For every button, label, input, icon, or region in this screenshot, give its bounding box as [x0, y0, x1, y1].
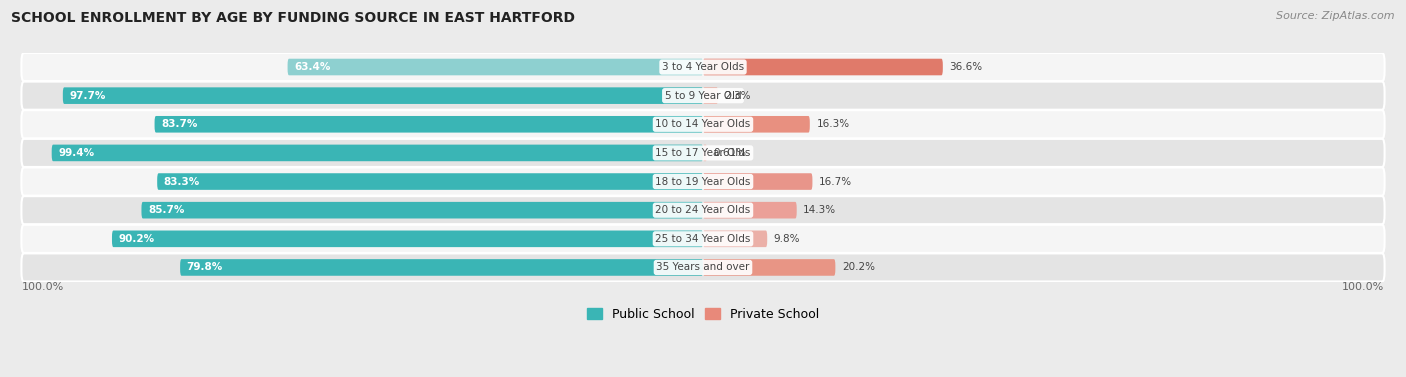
- FancyBboxPatch shape: [703, 87, 718, 104]
- FancyBboxPatch shape: [21, 167, 1385, 196]
- Text: SCHOOL ENROLLMENT BY AGE BY FUNDING SOURCE IN EAST HARTFORD: SCHOOL ENROLLMENT BY AGE BY FUNDING SOUR…: [11, 11, 575, 25]
- FancyBboxPatch shape: [21, 139, 1385, 167]
- Text: 16.3%: 16.3%: [817, 119, 849, 129]
- Text: 85.7%: 85.7%: [148, 205, 184, 215]
- Text: 18 to 19 Year Olds: 18 to 19 Year Olds: [655, 176, 751, 187]
- Text: 63.4%: 63.4%: [294, 62, 330, 72]
- Text: 90.2%: 90.2%: [118, 234, 155, 244]
- FancyBboxPatch shape: [63, 87, 703, 104]
- FancyBboxPatch shape: [52, 145, 703, 161]
- Text: 20 to 24 Year Olds: 20 to 24 Year Olds: [655, 205, 751, 215]
- FancyBboxPatch shape: [703, 59, 943, 75]
- FancyBboxPatch shape: [112, 230, 703, 247]
- FancyBboxPatch shape: [21, 225, 1385, 253]
- Text: 36.6%: 36.6%: [949, 62, 983, 72]
- FancyBboxPatch shape: [288, 59, 703, 75]
- Text: 97.7%: 97.7%: [69, 90, 105, 101]
- Text: 14.3%: 14.3%: [803, 205, 837, 215]
- FancyBboxPatch shape: [703, 145, 707, 161]
- FancyBboxPatch shape: [703, 259, 835, 276]
- Text: 0.61%: 0.61%: [714, 148, 747, 158]
- Text: 99.4%: 99.4%: [58, 148, 94, 158]
- FancyBboxPatch shape: [703, 116, 810, 133]
- Legend: Public School, Private School: Public School, Private School: [582, 303, 824, 326]
- FancyBboxPatch shape: [703, 230, 768, 247]
- FancyBboxPatch shape: [21, 253, 1385, 282]
- Text: 20.2%: 20.2%: [842, 262, 875, 273]
- FancyBboxPatch shape: [21, 53, 1385, 81]
- Text: Source: ZipAtlas.com: Source: ZipAtlas.com: [1277, 11, 1395, 21]
- FancyBboxPatch shape: [703, 173, 813, 190]
- Text: 100.0%: 100.0%: [21, 282, 63, 292]
- FancyBboxPatch shape: [180, 259, 703, 276]
- Text: 2.3%: 2.3%: [724, 90, 751, 101]
- FancyBboxPatch shape: [703, 202, 797, 219]
- Text: 25 to 34 Year Olds: 25 to 34 Year Olds: [655, 234, 751, 244]
- FancyBboxPatch shape: [155, 116, 703, 133]
- FancyBboxPatch shape: [21, 110, 1385, 138]
- FancyBboxPatch shape: [21, 196, 1385, 224]
- Text: 9.8%: 9.8%: [773, 234, 800, 244]
- Text: 5 to 9 Year Old: 5 to 9 Year Old: [665, 90, 741, 101]
- Text: 35 Years and over: 35 Years and over: [657, 262, 749, 273]
- FancyBboxPatch shape: [142, 202, 703, 219]
- Text: 15 to 17 Year Olds: 15 to 17 Year Olds: [655, 148, 751, 158]
- Text: 3 to 4 Year Olds: 3 to 4 Year Olds: [662, 62, 744, 72]
- FancyBboxPatch shape: [21, 81, 1385, 110]
- Text: 79.8%: 79.8%: [187, 262, 224, 273]
- Text: 100.0%: 100.0%: [1343, 282, 1385, 292]
- Text: 83.7%: 83.7%: [162, 119, 197, 129]
- FancyBboxPatch shape: [157, 173, 703, 190]
- Text: 83.3%: 83.3%: [163, 176, 200, 187]
- Text: 10 to 14 Year Olds: 10 to 14 Year Olds: [655, 119, 751, 129]
- Text: 16.7%: 16.7%: [818, 176, 852, 187]
